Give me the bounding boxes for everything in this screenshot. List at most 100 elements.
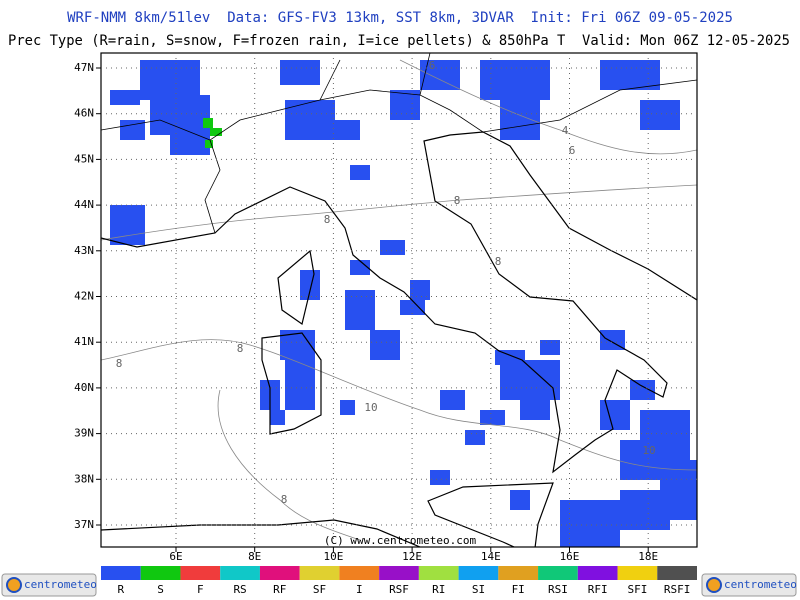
precip-area xyxy=(330,120,360,140)
logo-left: centrometeo xyxy=(1,573,97,597)
lat-label: 38N xyxy=(74,472,94,485)
legend-swatch xyxy=(180,566,221,580)
logo-text: centrometeo xyxy=(24,578,97,591)
precip-area xyxy=(120,120,145,140)
lat-label: 40N xyxy=(74,381,94,394)
legend-label: FI xyxy=(512,583,525,596)
legend: R S F RS RF SF I RSF RI SI FI RSI RFI SFI RSFI xyxy=(101,566,697,596)
precip-area xyxy=(495,350,525,365)
logo-right: centrometeo xyxy=(701,573,797,597)
legend-swatch xyxy=(538,566,578,580)
precip-area xyxy=(500,100,540,140)
precip-area xyxy=(410,280,430,300)
precip-area xyxy=(600,330,625,350)
legend-label: SFI xyxy=(627,583,647,596)
contour-label: 8 xyxy=(454,194,461,207)
legend-swatch xyxy=(458,566,499,580)
sicily xyxy=(427,482,554,547)
lon-label: 8E xyxy=(248,550,261,563)
legend-label: R xyxy=(118,583,125,596)
isotherm xyxy=(399,59,697,155)
legend-swatch xyxy=(140,566,181,580)
contour-label: 10 xyxy=(642,444,655,457)
contour-label: 8 xyxy=(324,213,331,226)
lat-label: 46N xyxy=(74,107,94,120)
lon-label: 16E xyxy=(560,550,580,563)
copyright: (C) www.centrometeo.com xyxy=(324,534,477,547)
precip-area xyxy=(345,290,375,330)
legend-label: RSI xyxy=(548,583,568,596)
precip-area xyxy=(285,100,335,140)
precip-area xyxy=(640,100,680,130)
precip-area xyxy=(270,410,285,425)
precip-area xyxy=(280,60,320,85)
lon-label: 12E xyxy=(402,550,422,563)
lat-label: 39N xyxy=(74,427,94,440)
legend-label: RSF xyxy=(389,583,409,596)
contour-label: 8 xyxy=(281,493,288,506)
title-line-1: WRF-NMM 8km/51lev Data: GFS-FV3 13km, SS… xyxy=(67,10,733,26)
precip-area xyxy=(630,380,655,400)
legend-swatch xyxy=(220,566,260,580)
legend-swatch xyxy=(617,566,658,580)
title-line-2: Prec Type (R=rain, S=snow, F=frozen rain… xyxy=(8,33,790,49)
precip-area xyxy=(480,60,550,100)
corsica xyxy=(277,249,315,325)
precip-area xyxy=(110,90,140,105)
precip-area xyxy=(370,330,400,360)
contour-label: 8 xyxy=(495,255,502,268)
precip-area xyxy=(440,390,465,410)
legend-label: S xyxy=(157,583,164,596)
lat-label: 41N xyxy=(74,335,94,348)
isotherm xyxy=(101,184,697,241)
geography xyxy=(101,53,697,547)
legend-label: RFI xyxy=(588,583,608,596)
legend-swatch xyxy=(339,566,380,580)
lon-label: 10E xyxy=(323,550,343,563)
sardinia xyxy=(261,332,322,435)
precip-area xyxy=(600,400,630,430)
precip-area xyxy=(500,360,560,400)
legend-swatch xyxy=(577,566,618,580)
precip-area xyxy=(420,60,460,90)
legend-label: SF xyxy=(313,583,326,596)
legend-label: I xyxy=(356,583,363,596)
precip-area xyxy=(540,340,560,355)
legend-swatch xyxy=(379,566,419,580)
precip-area xyxy=(480,410,505,425)
precip-area xyxy=(205,140,213,148)
precip-area xyxy=(600,60,660,90)
precip-area xyxy=(520,400,550,420)
legend-swatch xyxy=(101,566,141,580)
precip-area xyxy=(620,440,660,480)
lat-label: 43N xyxy=(74,244,94,257)
isotherm xyxy=(101,339,697,471)
legend-label: RI xyxy=(432,583,445,596)
precip-area xyxy=(300,270,320,300)
lat-label: 44N xyxy=(74,198,94,211)
precip-area xyxy=(465,430,485,445)
precip-area xyxy=(210,128,222,136)
legend-label: RS xyxy=(233,583,246,596)
logo-text: centrometeo xyxy=(724,578,797,591)
precip-area xyxy=(203,118,213,128)
legend-swatch xyxy=(299,566,340,580)
legend-swatch xyxy=(259,566,300,580)
lon-label: 18E xyxy=(638,550,658,563)
map-frame xyxy=(100,52,698,548)
precip-area xyxy=(285,360,315,410)
precip-area xyxy=(350,165,370,180)
contour-label: 10 xyxy=(364,401,377,414)
precip-area xyxy=(430,470,450,485)
legend-swatch xyxy=(418,566,459,580)
legend-swatch xyxy=(498,566,539,580)
lat-label: 45N xyxy=(74,152,94,165)
axes: 47N 46N 45N 44N 43N 42N 41N 40N 39N 38N 37N 6E 8E 10E… xyxy=(74,53,697,563)
africa-coast xyxy=(101,519,421,547)
precip-area xyxy=(340,400,355,415)
legend-label: F xyxy=(197,583,204,596)
precip-area xyxy=(510,490,530,510)
legend-label: RF xyxy=(273,583,286,596)
